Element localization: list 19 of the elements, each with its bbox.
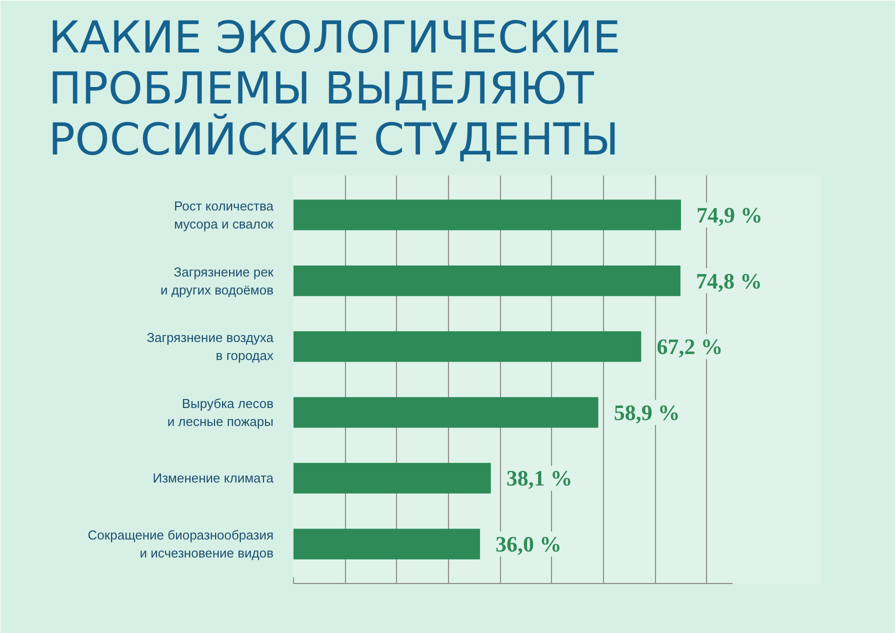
data-label: 58,9 % — [614, 400, 680, 425]
bar — [294, 462, 491, 494]
y-tick-label: Сокращение биоразнообразия и исчезновение видов — [88, 528, 274, 561]
data-label: 36,0 % — [496, 532, 562, 557]
y-tick-label: Загрязнение рек и других водоёмов — [160, 264, 274, 298]
data-label: 74,8 % — [696, 268, 762, 294]
chart-title: КАКИЕ ЭКОЛОГИЧЕСКИЕ ПРОБЛЕМЫ ВЫДЕЛЯЮТ РОССИЙСКИЕ СТУДЕНТЫ — [48, 12, 620, 166]
y-tick-label: Вырубка лесов и лесные пожары — [167, 396, 274, 429]
bar — [294, 331, 642, 362]
data-label: 38,1 % — [506, 466, 572, 491]
bar — [294, 265, 680, 296]
data-label: 74,9 % — [696, 202, 762, 228]
y-tick-label: Изменение климата — [152, 470, 274, 486]
bar — [294, 397, 598, 428]
bar — [294, 200, 681, 230]
bar — [294, 528, 480, 560]
data-label: 67,2 % — [656, 334, 723, 360]
y-tick-label: Рост количества мусора и свалок — [174, 198, 274, 232]
y-tick-label: Загрязнение воздуха в городах — [146, 330, 274, 364]
